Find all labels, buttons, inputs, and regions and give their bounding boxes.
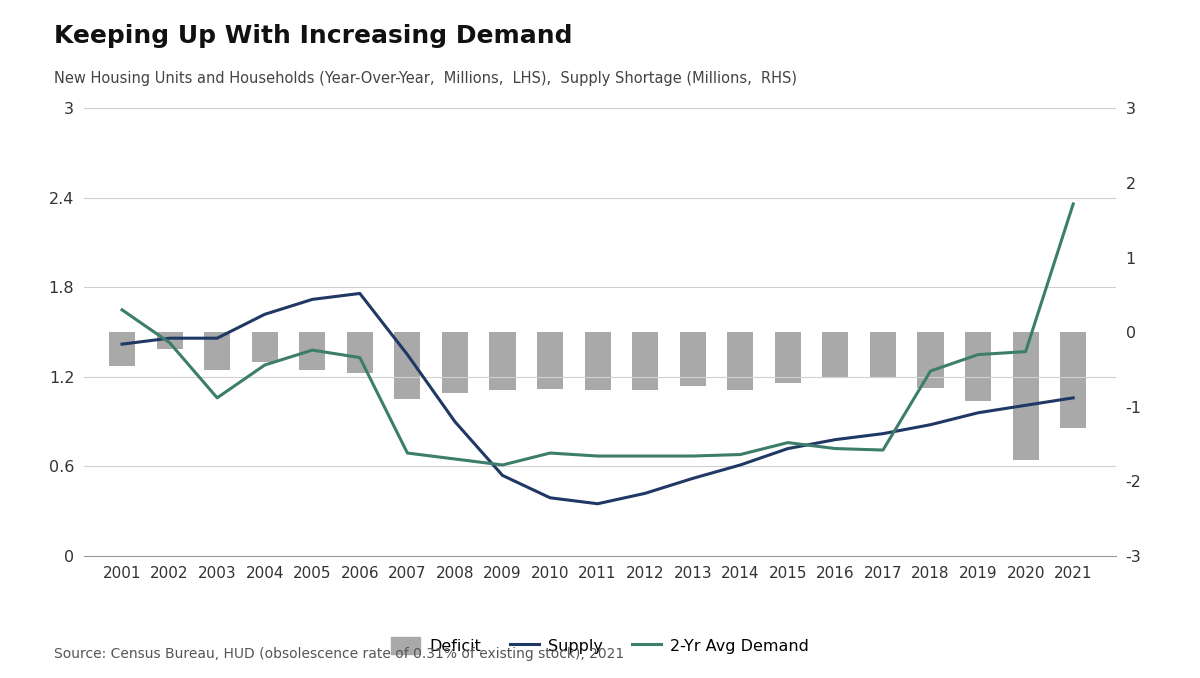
Bar (632, 332, 659, 391)
Bar (395, 332, 420, 399)
Bar (536, 332, 563, 389)
Bar (1013, 332, 1039, 460)
Bar (775, 332, 800, 383)
Bar (822, 332, 848, 378)
Bar (299, 332, 325, 370)
Bar (584, 332, 611, 391)
Bar (679, 332, 706, 386)
Text: New Housing Units and Households (Year-Over-Year,  Millions,  LHS),  Supply Shor: New Housing Units and Households (Year-O… (54, 71, 797, 86)
Bar (727, 332, 754, 391)
Bar (965, 332, 991, 401)
Text: Keeping Up With Increasing Demand: Keeping Up With Increasing Demand (54, 24, 572, 47)
Bar (490, 332, 516, 391)
Bar (252, 332, 277, 362)
Bar (204, 332, 230, 370)
Bar (870, 332, 896, 378)
Bar (109, 332, 136, 365)
Text: Source: Census Bureau, HUD (obsolescence rate of 0.31% of existing stock), 2021: Source: Census Bureau, HUD (obsolescence… (54, 647, 624, 661)
Bar (918, 332, 943, 388)
Bar (442, 332, 468, 393)
Legend: Deficit, Supply, 2-Yr Avg Demand: Deficit, Supply, 2-Yr Avg Demand (384, 631, 816, 660)
Bar (156, 332, 182, 348)
Bar (1060, 332, 1086, 428)
Bar (347, 332, 373, 373)
